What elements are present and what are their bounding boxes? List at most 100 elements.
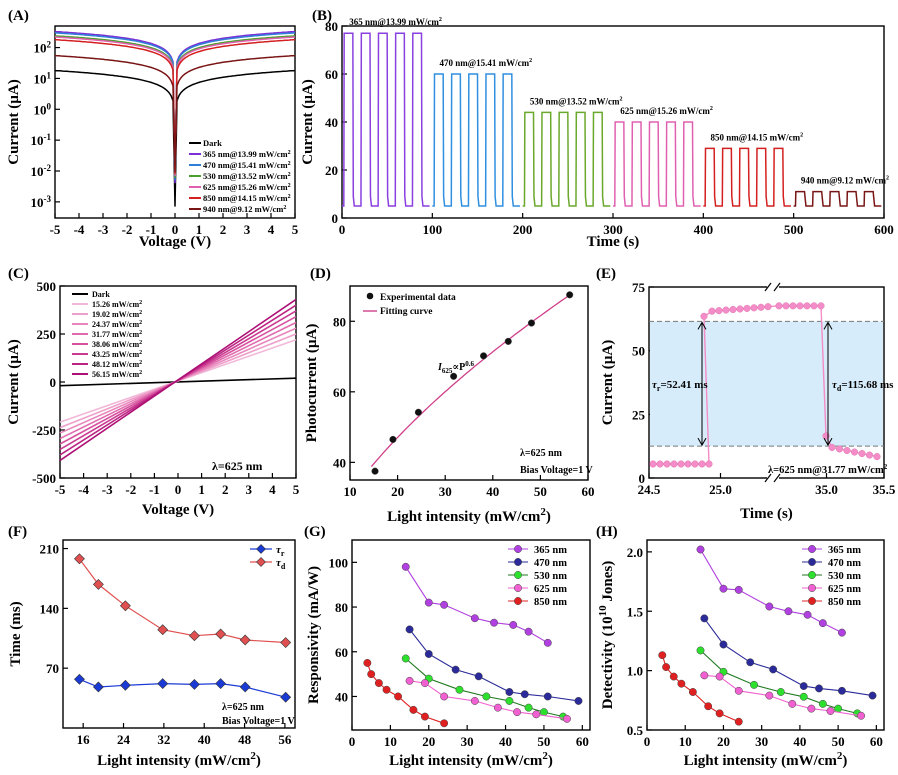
data-point <box>482 692 491 701</box>
data-point <box>543 692 552 701</box>
y-tick-label: 80 <box>335 600 348 615</box>
y-tick-label: 100 <box>329 555 349 570</box>
data-point <box>367 670 376 679</box>
data-point <box>850 448 859 456</box>
text-span: 2 <box>139 320 142 326</box>
y-tick-label: 210 <box>40 542 60 557</box>
y-tick-label: 50 <box>632 344 645 359</box>
text-span: 0.6 <box>465 360 474 368</box>
x-tick-label: 0 <box>172 222 179 237</box>
data-point <box>719 584 728 593</box>
data-point <box>722 306 730 314</box>
series-line <box>342 32 430 207</box>
legend-label: 530 nm <box>534 571 567 582</box>
data-point <box>420 712 429 721</box>
legend-label: Fitting curve <box>380 307 433 317</box>
y-axis-label: Responsivity (mA/W) <box>306 566 322 704</box>
data-point <box>389 435 397 443</box>
y-tick-label: 1.5 <box>627 604 644 619</box>
data-point <box>405 676 414 685</box>
panel-a: -5 -4 -3 -2 -1 0 1 2 3 4 510-310-210-1100101102(A)… <box>6 8 299 250</box>
data-point <box>92 681 104 693</box>
data-point <box>734 585 743 594</box>
panel-f: 16 24 32 40 48 56 70 140 210 (F) Light intensity (… <box>8 524 296 769</box>
x-axis-label: Light intensity (mW/cm2) <box>389 750 553 769</box>
text-span: ∝P <box>452 362 465 373</box>
text-span: 2 <box>139 350 142 356</box>
x-tick-label: -2 <box>122 222 133 237</box>
response-band <box>650 321 883 447</box>
text-span: r <box>281 549 285 558</box>
text-span: 2 <box>139 360 142 366</box>
data-point <box>394 692 403 701</box>
x-tick-label: 60 <box>870 734 883 749</box>
x-tick-label: 600 <box>874 222 894 237</box>
text-span: d <box>837 384 842 393</box>
panel-label: (A) <box>8 8 29 24</box>
data-point <box>382 685 391 694</box>
data-point <box>757 303 765 311</box>
y-tick-label: 2.0 <box>627 545 643 560</box>
text-span: I <box>437 362 443 373</box>
legend-label: 940 nm@9.12 mW/cm2 <box>203 204 286 214</box>
data-point <box>450 372 458 380</box>
fit-equation: I625∝P0.6 <box>437 360 474 375</box>
text-span: 470 nm@15.41 mW/cm <box>440 58 530 68</box>
series-line <box>700 649 858 714</box>
legend-label: 850 nm <box>534 597 567 608</box>
legend-label: 38.06 mW/cm2 <box>92 340 142 349</box>
legend-label: 365 nm <box>534 545 567 556</box>
x-axis-label: Light intensity (mW/cm2) <box>387 506 551 525</box>
data-point <box>775 302 783 310</box>
data-point <box>409 705 418 714</box>
text-span: 940 nm@9.12 mW/cm <box>801 176 887 186</box>
text-span: τ <box>276 557 282 569</box>
y-tick-label: 140 <box>40 601 60 616</box>
data-point <box>119 679 131 691</box>
y-tick-label: 80 <box>325 19 338 34</box>
text-span: 625 nm@15.26 mW/cm <box>620 106 710 116</box>
legend-label: 56.15 mW/cm2 <box>92 370 142 379</box>
series-line <box>522 111 611 207</box>
text-span: ) <box>842 753 847 769</box>
y-axis-label: Detectivity (1010 Jones) <box>597 561 616 709</box>
text-span: 2 <box>288 194 291 200</box>
data-point <box>688 688 697 696</box>
text-span: 2 <box>139 330 142 336</box>
legend-label: 625 nm <box>828 584 861 595</box>
y-tick-label: -250 <box>32 423 56 438</box>
data-point <box>401 654 410 663</box>
text-span: 19.02 mW/cm <box>92 310 139 319</box>
data-point <box>493 703 502 712</box>
data-point <box>799 692 808 701</box>
panel-label: (H) <box>596 524 618 540</box>
series-line <box>59 298 297 462</box>
data-point <box>514 571 522 579</box>
series-line <box>432 73 520 207</box>
data-point <box>119 600 131 612</box>
legend-label: 365 nm <box>828 545 861 556</box>
x-tick-label: 400 <box>694 222 714 237</box>
x-tick-label: 10 <box>384 734 397 749</box>
text-span: 24.37 mW/cm <box>92 320 139 329</box>
text-span: 56.15 mW/cm <box>92 370 139 379</box>
text-span: 10 <box>31 133 44 148</box>
data-point <box>769 665 778 674</box>
data-point <box>505 696 514 705</box>
data-point <box>189 678 200 690</box>
rise-arrow-head <box>697 321 707 330</box>
series-label: 470 nm@15.41 mW/cm2 <box>440 58 533 68</box>
data-point <box>784 607 793 616</box>
x-tick-label: 0 <box>644 734 651 749</box>
x-tick-label: -2 <box>125 482 136 497</box>
x-tick-label: 40 <box>499 734 512 749</box>
text-span: 10 <box>31 164 44 179</box>
legend-label: τd <box>276 557 286 571</box>
legend-label: 530 nm <box>828 571 861 582</box>
data-point <box>401 562 410 571</box>
text-span: 38.06 mW/cm <box>92 340 139 349</box>
text-span: 850 nm@14.15 mW/cm <box>711 132 801 142</box>
series-line <box>78 558 286 644</box>
data-point <box>371 467 379 475</box>
plot-frame <box>349 285 589 481</box>
